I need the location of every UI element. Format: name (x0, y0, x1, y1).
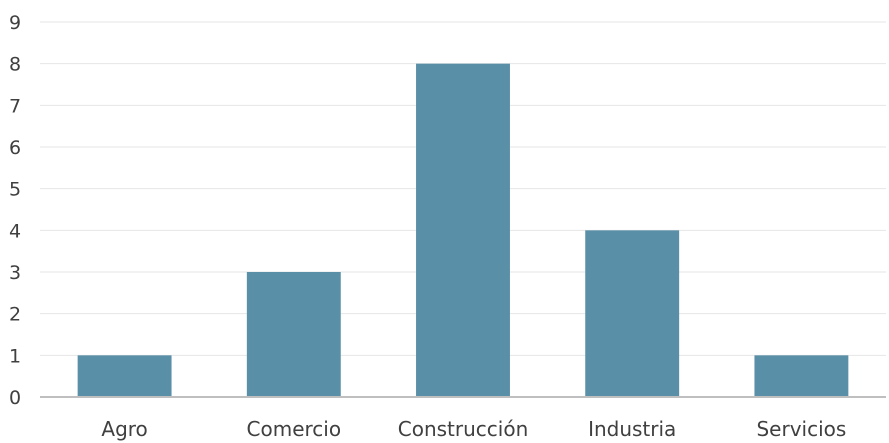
y-axis-tick-labels: 0 1 2 3 4 5 6 7 8 9 (9, 12, 21, 409)
y-tick-label: 5 (9, 179, 21, 201)
y-tick-label: 6 (9, 137, 21, 159)
y-tick-label: 2 (9, 304, 21, 326)
y-tick-label: 7 (9, 95, 21, 117)
y-tick-label: 1 (9, 345, 21, 367)
x-category-label: Servicios (756, 417, 846, 441)
x-category-label: Industria (588, 417, 676, 441)
x-category-label: Agro (101, 417, 147, 441)
bar-servicios (754, 355, 849, 397)
y-tick-label: 0 (9, 387, 21, 409)
y-tick-label: 9 (9, 12, 21, 34)
x-category-label: Comercio (247, 417, 342, 441)
bar-comercio (246, 272, 341, 397)
y-tick-label: 8 (9, 54, 21, 76)
bars (77, 63, 849, 398)
x-axis-category-labels: Agro Comercio Construcción Industria Servici… (101, 417, 846, 441)
bar-industria (585, 230, 680, 397)
bar-construcción (416, 63, 510, 398)
x-category-label: Construcción (398, 417, 529, 441)
bar-agro (77, 355, 172, 397)
y-tick-label: 4 (9, 220, 21, 242)
y-tick-label: 3 (9, 262, 21, 284)
